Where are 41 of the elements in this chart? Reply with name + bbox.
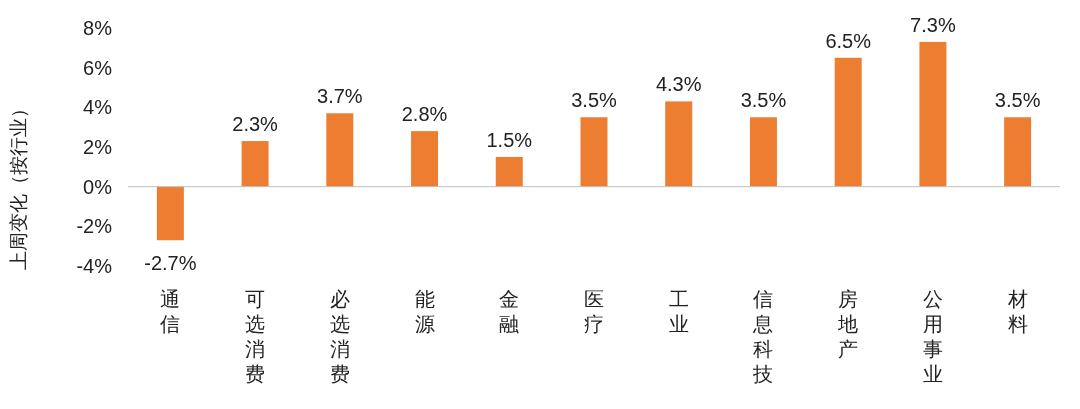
y-tick-label: 4% (83, 96, 113, 119)
bar (241, 141, 269, 187)
y-tick-label: 8% (83, 17, 113, 39)
x-tick-label: 可选消费 (245, 288, 266, 385)
data-label: 3.5% (740, 89, 787, 112)
bar (411, 131, 439, 187)
x-tick-label: 工业 (668, 288, 689, 335)
y-tick-label: 2% (83, 136, 113, 158)
bar (156, 186, 184, 241)
data-label: 1.5% (486, 128, 533, 151)
data-label: -2.7% (144, 252, 197, 275)
y-tick-label: 0% (83, 175, 113, 198)
data-label: 3.5% (571, 89, 618, 112)
x-tick-label: 通信 (160, 288, 181, 335)
bar (749, 117, 777, 187)
x-tick-label: 医疗 (584, 288, 604, 335)
x-tick-label: 能源 (414, 288, 435, 335)
bar (495, 156, 523, 187)
data-label: 7.3% (910, 13, 956, 36)
bar (834, 57, 862, 187)
bar (1004, 117, 1032, 187)
x-tick-label: 材料 (1006, 288, 1028, 335)
data-label: 3.5% (994, 89, 1041, 112)
data-label: 4.3% (655, 73, 702, 96)
y-tick-label: 6% (83, 56, 113, 79)
bar (580, 117, 608, 187)
data-label: 6.5% (825, 29, 872, 52)
bar (665, 101, 693, 187)
bar (326, 113, 354, 187)
data-label: 2.8% (401, 103, 448, 126)
x-tick-label: 房地产 (837, 288, 859, 360)
data-label: 2.3% (232, 113, 279, 136)
x-tick-label: 公用事业 (922, 288, 943, 385)
y-tick-label: -4% (76, 255, 113, 277)
x-tick-label: 信息科技 (752, 288, 774, 385)
x-tick-label: 必选消费 (329, 288, 350, 385)
y-axis-title: 上周变化（按行业） (8, 98, 29, 270)
data-label: 3.7% (317, 85, 363, 108)
x-tick-label: 金融 (499, 288, 520, 335)
bar (919, 41, 947, 187)
y-tick-label: -2% (76, 215, 113, 238)
